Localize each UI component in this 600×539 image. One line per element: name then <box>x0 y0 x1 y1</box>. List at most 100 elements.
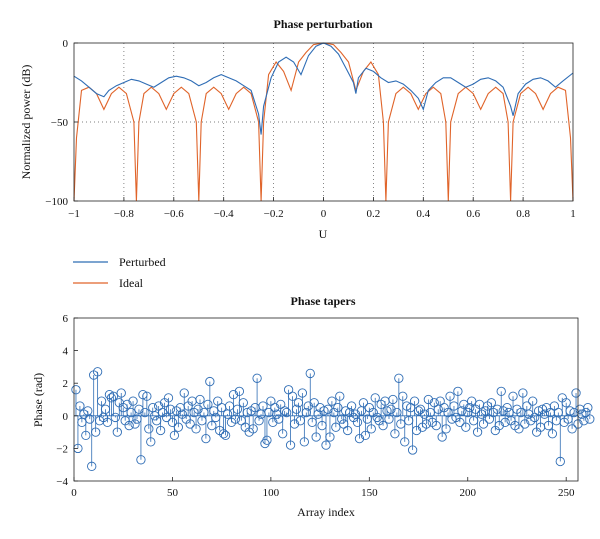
stem-205 <box>472 415 483 437</box>
stem-marker-253 <box>567 424 577 434</box>
stem-marker-239 <box>539 409 550 419</box>
stem-marker-189 <box>441 424 451 434</box>
stem-113 <box>291 404 302 416</box>
stem-124 <box>313 409 323 419</box>
bottom-ytick-label-2: 0 <box>63 411 69 423</box>
stem-44 <box>155 415 166 436</box>
stem-marker-116 <box>297 388 308 398</box>
stem-marker-169 <box>402 401 412 411</box>
top-xtick-label-4: −0.2 <box>264 208 284 220</box>
stem-marker-247 <box>555 456 565 467</box>
stem-marker-148 <box>360 430 371 441</box>
stem-76 <box>218 415 229 439</box>
stem-30 <box>128 396 138 416</box>
stem-77 <box>220 415 231 441</box>
legend-label-perturbed: Perturbed <box>119 255 166 269</box>
legend: Perturbed Ideal <box>73 255 166 290</box>
stem-255 <box>571 388 581 416</box>
stem-marker-68 <box>203 399 213 410</box>
stem-marker-198 <box>459 399 469 410</box>
stem-262 <box>585 414 595 424</box>
stem-246 <box>553 407 563 418</box>
stem-245 <box>551 415 561 426</box>
stem-marker-6 <box>81 430 91 441</box>
stem-marker-151 <box>366 424 376 434</box>
stem-28 <box>124 415 134 431</box>
stem-223 <box>508 391 518 416</box>
stem-160 <box>384 414 394 424</box>
stem-marker-163 <box>390 429 400 439</box>
stem-marker-76 <box>218 429 229 439</box>
bottom-xtick-label-0: 0 <box>71 487 77 499</box>
top-xtick-label-7: 0.4 <box>416 208 430 220</box>
bottom-xtick-label-2: 100 <box>263 487 280 499</box>
stem-38 <box>144 415 154 434</box>
stem-marker-144 <box>352 417 363 427</box>
stem-67 <box>201 415 211 444</box>
legend-label-ideal: Ideal <box>119 276 144 290</box>
top-xtick-label-3: −0.4 <box>214 208 234 220</box>
stem-marker-93 <box>252 373 262 383</box>
stem-marker-24 <box>116 388 126 398</box>
stem-marker-192 <box>447 414 457 424</box>
stem-marker-187 <box>437 432 447 442</box>
stem-marker-141 <box>346 401 357 411</box>
stem-marker-191 <box>445 391 455 401</box>
stem-220 <box>502 402 512 416</box>
top-xtick-label-10: 1 <box>570 208 576 220</box>
stem-marker-67 <box>201 433 211 444</box>
stem-marker-17 <box>102 417 113 427</box>
stem-261 <box>583 402 593 416</box>
bottom-xtick-label-5: 250 <box>558 487 575 499</box>
stem-marker-20 <box>108 391 119 401</box>
stem-179 <box>421 415 432 429</box>
top-xtick-label-2: −0.6 <box>164 208 184 220</box>
stem-marker-226 <box>514 424 524 434</box>
stem-40 <box>148 402 158 416</box>
stem-marker-179 <box>421 419 432 429</box>
stem-97 <box>260 415 270 449</box>
stem-184 <box>431 415 441 431</box>
stem-99 <box>264 407 274 418</box>
stem-94 <box>254 415 264 426</box>
stem-marker-252 <box>565 406 575 416</box>
stem-marker-184 <box>431 420 441 431</box>
stem-36 <box>140 407 150 418</box>
stem-marker-34 <box>136 455 146 465</box>
stem-139 <box>343 415 353 436</box>
stem-148 <box>360 415 371 441</box>
bottom-chart-frame <box>73 317 579 482</box>
stem-marker-82 <box>230 414 241 424</box>
stem-33 <box>134 404 144 416</box>
stem-marker-130 <box>325 432 335 442</box>
stem-180 <box>423 394 434 416</box>
stem-197 <box>457 406 467 416</box>
stem-239 <box>539 409 550 419</box>
stem-153 <box>370 393 380 416</box>
stem-marker-35 <box>138 389 148 400</box>
stem-marker-261 <box>583 402 593 413</box>
stem-marker-106 <box>278 429 288 439</box>
stem-217 <box>496 386 506 416</box>
stem-marker-167 <box>398 391 408 401</box>
stem-marker-124 <box>313 409 323 419</box>
stem-marker-119 <box>303 401 313 411</box>
stem-117 <box>299 415 309 447</box>
stem-marker-147 <box>358 398 369 408</box>
stem-marker-201 <box>465 402 475 413</box>
stem-37 <box>142 391 152 416</box>
stem-marker-138 <box>341 406 351 416</box>
bottom-ytick-label-3: 2 <box>63 378 69 390</box>
bottom-ytick-label-4: 4 <box>63 346 69 358</box>
stem-marker-153 <box>370 393 380 403</box>
bottom-chart-title: Phase tapers <box>291 294 356 308</box>
top-xtick-label-8: 0.6 <box>466 208 480 220</box>
stem-79 <box>224 401 235 416</box>
stem-marker-86 <box>238 398 248 408</box>
stem-marker-83 <box>232 404 243 414</box>
bottom-chart-ticks: 0 50 100 150 200 250 −4 −2 0 2 4 6 <box>56 313 575 499</box>
stem-199 <box>461 415 471 432</box>
stem-marker-136 <box>337 414 347 424</box>
stem-12 <box>92 367 103 416</box>
